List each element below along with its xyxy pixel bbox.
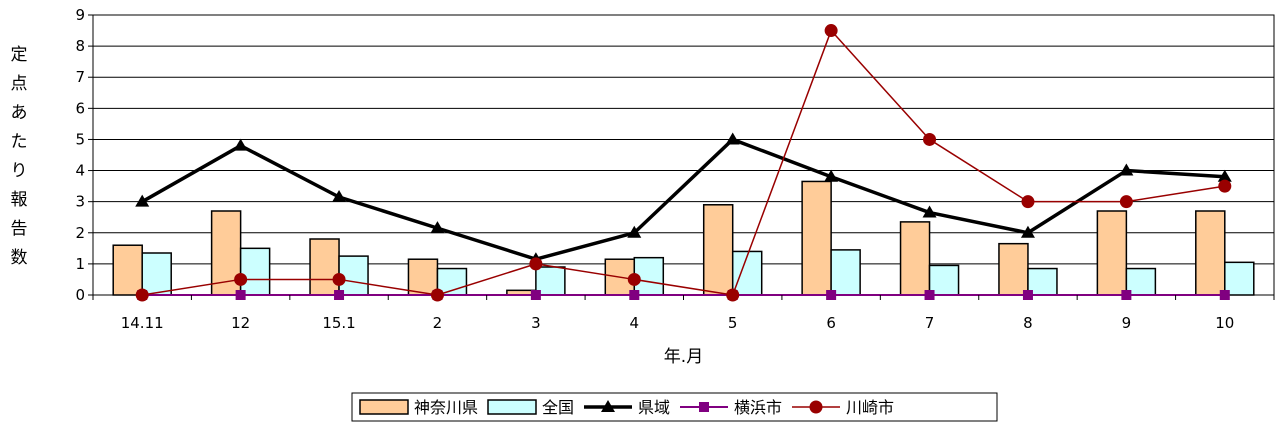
point <box>1121 290 1132 300</box>
point <box>726 288 740 302</box>
legend: 神奈川県 全国 県域 横浜市 川崎市 <box>351 392 998 422</box>
point <box>233 138 248 151</box>
point <box>629 290 640 300</box>
bar <box>1096 210 1128 296</box>
x-tick-label: 4 <box>630 314 640 332</box>
legend-label: 全国 <box>542 398 574 417</box>
bar <box>830 249 861 296</box>
y-tick-label: 1 <box>75 255 85 273</box>
x-tick-label: 15.1 <box>322 314 355 332</box>
point <box>135 288 149 302</box>
bar <box>407 258 439 296</box>
y-tick-label: 0 <box>75 286 85 304</box>
y-axis-label-char: あ <box>11 103 28 123</box>
point <box>1022 290 1033 300</box>
y-tick-label: 6 <box>75 99 85 117</box>
point <box>922 205 937 218</box>
bars <box>112 180 1255 296</box>
point <box>1217 169 1232 182</box>
point <box>235 290 246 300</box>
legend-label: 横浜市 <box>734 398 782 417</box>
point <box>699 402 709 412</box>
point <box>601 400 615 412</box>
point <box>809 400 823 414</box>
y-axis-label-char: 数 <box>11 248 28 268</box>
y-axis-ticks: 0 1 2 3 4 5 6 7 8 9 <box>75 6 93 304</box>
y-axis-label-char: 告 <box>11 219 28 239</box>
legend-box <box>351 392 998 422</box>
x-tick-label: 8 <box>1023 314 1033 332</box>
point <box>1218 179 1232 193</box>
point <box>627 272 641 286</box>
bar <box>112 244 143 296</box>
x-tick-label: 9 <box>1122 314 1132 332</box>
point <box>1119 163 1134 176</box>
point <box>1020 225 1035 238</box>
point <box>1219 290 1230 300</box>
bar <box>702 204 734 296</box>
x-axis-ticks: 14.11 12 15.1 2 3 4 5 6 7 8 9 10 <box>92 295 1275 332</box>
bar <box>801 180 832 296</box>
point <box>725 132 740 145</box>
x-tick-label: 6 <box>826 314 836 332</box>
bar <box>1195 210 1226 296</box>
y-tick-label: 2 <box>75 224 85 242</box>
y-axis-label-char: 定 <box>11 45 28 65</box>
x-tick-label: 14.11 <box>121 314 164 332</box>
bar <box>899 221 931 296</box>
legend-label: 県域 <box>638 398 670 417</box>
legend-swatch <box>359 399 409 415</box>
x-tick-label: 12 <box>231 314 250 332</box>
x-axis-label: 年.月 <box>664 347 703 367</box>
x-tick-label: 7 <box>925 314 935 332</box>
lines <box>135 24 1232 302</box>
point <box>430 221 445 234</box>
y-tick-label: 7 <box>75 68 85 86</box>
bar <box>239 247 271 296</box>
series-line <box>142 29 1225 296</box>
point <box>824 24 838 38</box>
point <box>924 290 935 300</box>
y-axis-label-char: り <box>11 161 28 181</box>
legend-label: 神奈川県 <box>414 398 478 417</box>
y-axis-label-char: た <box>11 132 28 152</box>
point <box>530 290 541 300</box>
plot-area <box>93 15 1274 295</box>
x-tick-label: 10 <box>1215 314 1234 332</box>
legend-label: 川崎市 <box>846 398 894 417</box>
point <box>627 225 642 238</box>
point <box>1021 195 1035 209</box>
y-tick-label: 5 <box>75 130 85 148</box>
point <box>529 257 543 271</box>
y-axis-label-char: 点 <box>11 74 28 94</box>
point <box>234 272 248 286</box>
y-tick-label: 4 <box>75 162 85 180</box>
point <box>135 194 150 207</box>
legend-swatch <box>487 399 537 415</box>
point <box>923 132 937 146</box>
x-tick-label: 3 <box>531 314 541 332</box>
bar <box>998 242 1029 296</box>
point <box>826 290 837 300</box>
point <box>332 272 346 286</box>
point <box>334 290 345 300</box>
x-tick-label: 5 <box>728 314 738 332</box>
point <box>430 288 444 302</box>
y-tick-label: 9 <box>75 6 85 24</box>
x-tick-label: 2 <box>433 314 443 332</box>
y-tick-label: 8 <box>75 37 85 55</box>
series-line <box>141 137 1225 261</box>
point <box>332 190 347 202</box>
y-axis-label-char: 報 <box>11 190 28 210</box>
point <box>824 169 839 182</box>
y-tick-label: 3 <box>75 193 85 211</box>
point <box>1119 195 1133 209</box>
bar <box>141 252 172 296</box>
bar <box>309 238 340 296</box>
